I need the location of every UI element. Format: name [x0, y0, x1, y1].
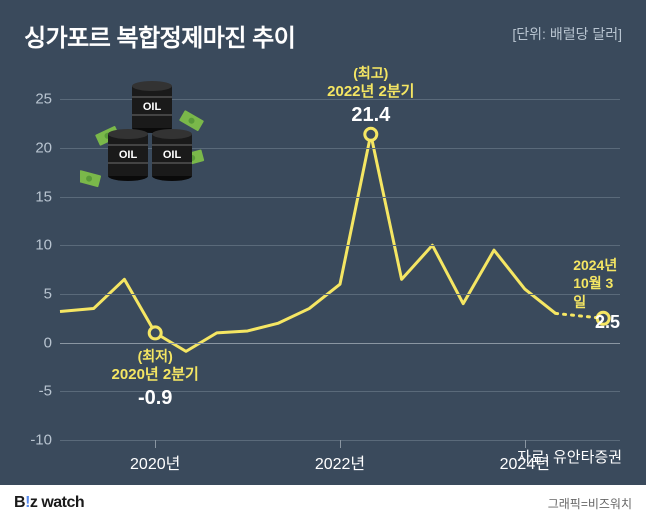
y-axis-label: 20: [35, 139, 52, 156]
annotation-date: 10월 3일: [573, 274, 620, 310]
gridline: [60, 197, 620, 198]
gridline: [60, 245, 620, 246]
x-axis-label: 2020년: [130, 450, 180, 474]
annotation-value: 21.4: [327, 102, 414, 128]
gridline: [60, 343, 620, 345]
source-label: 자료: 유안타증권: [517, 446, 622, 467]
y-axis-label: 0: [44, 334, 52, 351]
annotation-value: 2.5: [573, 311, 620, 334]
annotation-end: 2024년10월 3일2.5: [573, 256, 620, 334]
chart-title: 싱가포르 복합정제마진 추이: [24, 18, 295, 53]
annotation-tag: (최고): [327, 64, 414, 82]
y-axis-label: -10: [30, 432, 52, 449]
svg-text:OIL: OIL: [119, 149, 138, 161]
y-axis-label: 15: [35, 188, 52, 205]
annotation-date: 2020년 2분기: [112, 365, 199, 385]
unit-label: [단위: 배럴당 달러]: [512, 24, 622, 44]
x-axis-tick: [155, 440, 156, 448]
annotation-date: 2022년 2분기: [327, 82, 414, 102]
svg-text:OIL: OIL: [163, 149, 182, 161]
oil-barrel-illustration: OIL OIL OIL: [80, 80, 220, 190]
brand-logo: B!z watch: [14, 494, 84, 512]
footer-bar: B!z watch 그래픽=비즈워치: [0, 485, 646, 521]
svg-text:OIL: OIL: [143, 101, 162, 113]
y-axis-label: 10: [35, 237, 52, 254]
graphic-credit: 그래픽=비즈워치: [548, 495, 632, 512]
annotation-value: -0.9: [112, 385, 199, 411]
annotation-high: (최고)2022년 2분기21.4: [327, 64, 414, 128]
x-axis-label: 2022년: [315, 450, 365, 474]
gridline: [60, 294, 620, 295]
annotation-low: (최저)2020년 2분기-0.9: [112, 347, 199, 411]
x-axis-tick: [340, 440, 341, 448]
data-point-marker: [365, 128, 377, 140]
y-axis-label: -5: [39, 383, 52, 400]
annotation-tag: (최저): [112, 347, 199, 365]
y-axis-label: 25: [35, 91, 52, 108]
data-point-marker: [149, 327, 161, 339]
y-axis-label: 5: [44, 285, 52, 302]
annotation-date: 2024년: [573, 256, 620, 274]
